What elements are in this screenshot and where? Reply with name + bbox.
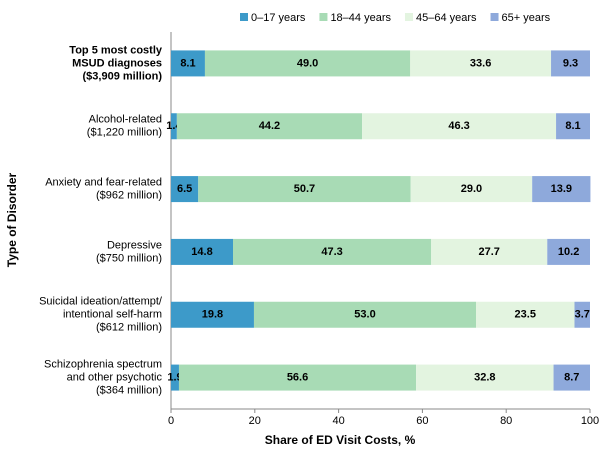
data-label: 6.5 (177, 183, 192, 195)
x-axis-title: Share of ED Visit Costs, % (265, 433, 416, 447)
data-label: 27.7 (479, 246, 500, 258)
legend-label: 0–17 years (251, 12, 306, 24)
data-label: 44.2 (259, 120, 280, 132)
data-label: 32.8 (474, 371, 495, 383)
data-label: 56.6 (287, 371, 308, 383)
y-tick-label: ($612 million) (96, 322, 162, 334)
bar-segment (198, 176, 411, 203)
data-label: 8.1 (565, 120, 580, 132)
x-tick-label: 0 (168, 415, 174, 427)
data-label: 13.9 (551, 183, 572, 195)
y-tick-label: Anxiety and fear-related (45, 176, 162, 188)
bar-segment (171, 113, 177, 140)
legend-label: 45–64 years (416, 12, 477, 24)
data-label: 1.9 (167, 371, 182, 383)
bar-segment (176, 113, 363, 140)
x-tick-label: 100 (581, 415, 599, 427)
data-label: 23.5 (515, 309, 536, 321)
y-tick-label: Suicidal ideation/attempt/ (39, 296, 163, 308)
data-label: 3.7 (575, 309, 590, 321)
legend-label: 65+ years (502, 12, 551, 24)
data-label: 53.0 (354, 309, 375, 321)
y-tick-label: Depressive (107, 239, 162, 251)
data-label: 9.3 (563, 57, 578, 69)
y-tick-label: ($364 million) (96, 384, 162, 396)
bar-segment (416, 364, 554, 391)
data-label: 50.7 (294, 183, 315, 195)
legend-swatch (240, 13, 248, 21)
bar-segment (171, 50, 205, 77)
x-tick-label: 40 (332, 415, 344, 427)
y-tick-label: ($1,220 million) (87, 127, 162, 139)
data-label: 14.8 (191, 246, 212, 258)
bar-segment (410, 50, 552, 77)
bar-segment (171, 176, 199, 203)
y-tick-label: MSUD diagnoses (72, 57, 162, 69)
bar-segment (556, 113, 590, 140)
data-label: 46.3 (448, 120, 469, 132)
bar-segment (362, 113, 557, 140)
legend-swatch (319, 13, 328, 21)
x-tick-label: 60 (416, 415, 428, 427)
x-tick-label: 80 (500, 415, 512, 427)
bar-segment (574, 301, 590, 328)
bar-segment (171, 238, 234, 265)
bar-segment (171, 301, 254, 328)
bar-segment (178, 364, 417, 391)
data-label: 19.8 (202, 309, 223, 321)
y-tick-label: ($3,909 million) (83, 70, 163, 82)
bar-segment (233, 238, 432, 265)
bar-segment (253, 301, 477, 328)
y-tick-label: and other psychotic (67, 371, 163, 383)
y-tick-label: Alcohol-related (89, 114, 162, 126)
data-label: 8.1 (180, 57, 195, 69)
legend-swatch (490, 13, 499, 21)
bar-segment (410, 176, 533, 203)
y-tick-label: intentional self-harm (63, 309, 162, 321)
bar-segment (532, 176, 591, 203)
y-axis-title: Type of Disorder (5, 172, 19, 267)
data-label: 47.3 (321, 246, 342, 258)
y-tick-label: ($750 million) (96, 252, 162, 264)
bar-segment (551, 50, 590, 77)
bar-segment (553, 364, 590, 391)
data-label: 29.0 (461, 183, 482, 195)
legend-label: 18–44 years (330, 12, 391, 24)
bar-segment (547, 238, 590, 265)
data-label: 49.0 (297, 57, 318, 69)
y-tick-label: ($962 million) (96, 189, 162, 201)
data-label: 33.6 (470, 57, 491, 69)
bar-segment (171, 364, 179, 391)
bar-segment (204, 50, 411, 77)
y-tick-label: Schizophrenia spectrum (44, 358, 162, 370)
y-tick-label: Top 5 most costly (69, 44, 163, 56)
x-tick-label: 20 (249, 415, 261, 427)
data-label: 10.2 (558, 246, 579, 258)
bar-segment (476, 301, 575, 328)
data-label: 8.7 (564, 371, 579, 383)
legend-swatch (404, 13, 413, 21)
bar-segment (431, 238, 548, 265)
